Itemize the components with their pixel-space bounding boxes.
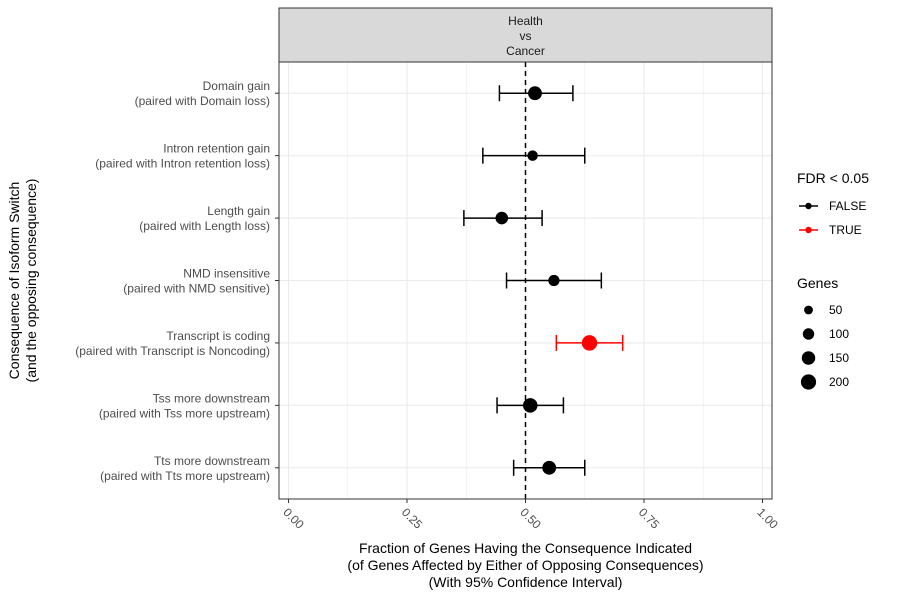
y-tick-label: NMD insensitive bbox=[183, 267, 270, 281]
data-point bbox=[495, 211, 509, 225]
legend-genes-label: 150 bbox=[829, 351, 849, 365]
y-axis-title-line-1: Consequence of Isoform Switch bbox=[6, 182, 22, 380]
y-axis-title: Consequence of Isoform Switch (and the o… bbox=[6, 179, 39, 383]
data-point bbox=[581, 335, 598, 351]
data-point bbox=[542, 460, 557, 475]
y-tick-label-sub: (paired with Tss more upstream) bbox=[99, 406, 270, 420]
x-tick-label: 0.25 bbox=[399, 505, 426, 532]
legend-genes-key-point bbox=[800, 374, 817, 390]
x-tick-label: 0.75 bbox=[636, 505, 663, 532]
legend-fdr-title: FDR < 0.05 bbox=[797, 170, 869, 186]
facet-strip-line-2: vs bbox=[520, 29, 532, 43]
y-axis-title-line-2: (and the opposing consequence) bbox=[23, 179, 39, 383]
y-axis: Domain gain(paired with Domain loss) Intr… bbox=[75, 79, 279, 483]
x-axis: 0.00 0.25 0.50 0.75 1.00 bbox=[280, 499, 781, 532]
legend-genes-label: 100 bbox=[829, 327, 849, 341]
legend-genes-entry: 100 bbox=[802, 327, 849, 341]
legend-genes-entry: 150 bbox=[801, 351, 849, 365]
y-tick-label-sub: (paired with NMD sensitive) bbox=[123, 282, 270, 296]
legend-genes-entry: 200 bbox=[800, 374, 849, 390]
legend-genes-key-point bbox=[802, 328, 815, 340]
x-tick-label: 0.50 bbox=[517, 505, 544, 532]
legend-genes-label: 50 bbox=[829, 303, 843, 317]
data-point bbox=[548, 274, 560, 287]
x-axis-title-line-3: (With 95% Confidence Interval) bbox=[429, 574, 623, 590]
y-tick-label-sub: (paired with Tts more upstream) bbox=[100, 469, 270, 483]
y-tick-label-sub: (paired with Domain loss) bbox=[135, 94, 270, 108]
legend-fdr-label: FALSE bbox=[829, 199, 866, 213]
x-tick-label: 0.00 bbox=[280, 505, 307, 532]
y-tick-label-sub: (paired with Length loss) bbox=[139, 219, 270, 233]
legend-genes: Genes 50 100 150 200 bbox=[797, 275, 849, 390]
y-tick-label: Domain gain bbox=[203, 79, 270, 93]
x-axis-title-line-1: Fraction of Genes Having the Consequence… bbox=[359, 540, 692, 556]
x-axis-title: Fraction of Genes Having the Consequence… bbox=[347, 540, 703, 590]
legend-fdr-entry: TRUE bbox=[799, 223, 862, 237]
y-tick-label-sub: (paired with Intron retention loss) bbox=[95, 157, 270, 171]
legend-fdr-entry: FALSE bbox=[799, 199, 866, 213]
y-tick-label: Transcript is coding bbox=[166, 329, 270, 343]
legend-fdr-label: TRUE bbox=[829, 223, 862, 237]
x-axis-title-line-2: (of Genes Affected by Either of Opposing… bbox=[347, 557, 703, 573]
data-point bbox=[528, 86, 542, 101]
facet-strip-line-1: Health bbox=[508, 14, 543, 28]
legend-genes-title: Genes bbox=[797, 275, 838, 291]
legend-genes-key-point bbox=[801, 351, 816, 365]
y-tick-label: Tss more downstream bbox=[153, 391, 270, 405]
x-tick-label: 1.00 bbox=[754, 505, 781, 532]
y-tick-label: Tts more downstream bbox=[154, 454, 270, 468]
data-points bbox=[495, 86, 598, 475]
legend-genes-key-point bbox=[804, 305, 813, 315]
y-tick-label: Intron retention gain bbox=[163, 142, 270, 156]
data-point bbox=[522, 398, 538, 413]
facet-strip: Health vs Cancer bbox=[278, 7, 773, 63]
legend-fdr-key-point bbox=[805, 202, 812, 210]
legend-fdr: FDR < 0.05 FALSE TRUE bbox=[797, 170, 869, 237]
legend-fdr-key-point bbox=[805, 226, 812, 234]
facet-strip-line-3: Cancer bbox=[506, 44, 545, 58]
y-tick-label-sub: (paired with Transcript is Noncoding) bbox=[75, 344, 270, 358]
legend-genes-label: 200 bbox=[829, 375, 849, 389]
legend-genes-entry: 50 bbox=[804, 303, 843, 317]
data-point bbox=[527, 150, 538, 161]
error-bars bbox=[463, 85, 624, 476]
y-tick-label: Length gain bbox=[207, 204, 270, 218]
